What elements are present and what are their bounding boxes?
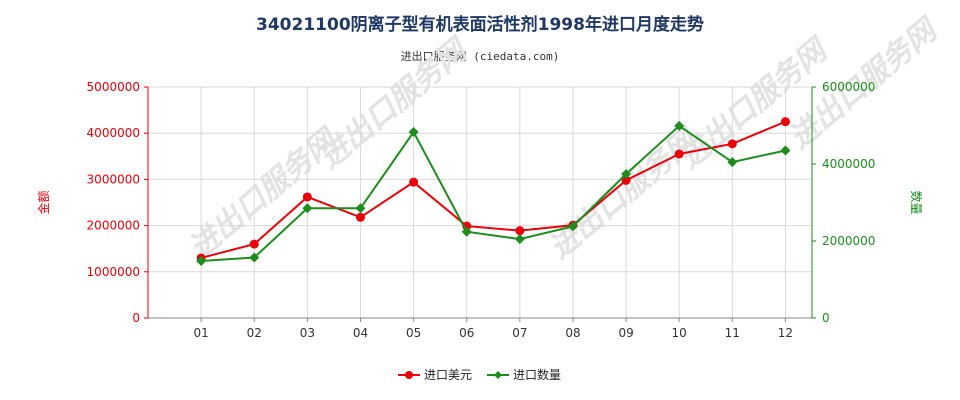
- y-tick-left-label-1: 1000000: [87, 265, 140, 279]
- series-0-point-3: [355, 212, 365, 222]
- series-line-1: [201, 124, 786, 263]
- grid: [148, 86, 812, 319]
- x-tick-label-4: 05: [406, 326, 421, 340]
- y-tick-right-label-1: 2000000: [822, 234, 875, 248]
- y-axis-left-title: 金额: [36, 190, 51, 214]
- x-tick-label-10: 11: [725, 326, 740, 340]
- series-0-point-11: [780, 117, 790, 127]
- x-tick-label-3: 04: [353, 326, 368, 340]
- series-0-point-1: [249, 239, 259, 249]
- x-tick-label-8: 09: [618, 326, 633, 340]
- y-tick-left-label-2: 2000000: [87, 219, 140, 233]
- series-0-point-4: [409, 177, 419, 187]
- watermark-2: 进出口服务网: [313, 31, 476, 176]
- series-1-point-10: [727, 157, 738, 168]
- series-1-point-2: [302, 203, 313, 214]
- series-1-point-8: [621, 169, 632, 180]
- y-tick-left-label-5: 5000000: [87, 80, 140, 94]
- y-tick-right-label-3: 6000000: [822, 80, 875, 94]
- series-1-point-3: [355, 203, 366, 214]
- x-tick-label-9: 10: [672, 326, 687, 340]
- legend-marker-1: [494, 371, 502, 379]
- x-tick-label-11: 12: [778, 326, 793, 340]
- series-0-point-8: [621, 175, 631, 185]
- series-1-point-11: [780, 145, 791, 156]
- legend-marker-0: [405, 371, 413, 379]
- x-tick-label-5: 06: [459, 326, 474, 340]
- series-0-point-6: [515, 226, 525, 236]
- x-tick-label-1: 02: [247, 326, 262, 340]
- series-0-point-9: [674, 149, 684, 159]
- chart-subtitle: 进出口服务网 (ciedata.com): [400, 50, 560, 63]
- series-1-point-9: [674, 120, 685, 131]
- x-tick-label-6: 07: [512, 326, 527, 340]
- series-1-point-6: [514, 234, 525, 245]
- series-0-point-10: [727, 139, 737, 149]
- chart-title: 34021100阴离子型有机表面活性剂1998年进口月度走势: [256, 15, 704, 35]
- series-line-0: [200, 120, 786, 259]
- series-1-point-0: [196, 256, 207, 267]
- x-tick-label-0: 01: [193, 326, 208, 340]
- axes: 010000002000000300000040000005000000金额02…: [36, 80, 924, 340]
- x-tick-label-7: 08: [565, 326, 580, 340]
- series-1-point-7: [567, 221, 578, 232]
- legend: 进口美元 进口数量: [398, 367, 561, 382]
- y-axis-right-title: 数量: [909, 190, 924, 214]
- series-1-point-1: [249, 252, 260, 263]
- series-1-point-4: [408, 127, 419, 138]
- series-layer: [196, 117, 791, 267]
- y-tick-left-label-4: 4000000: [87, 126, 140, 140]
- y-tick-right-label-2: 4000000: [822, 157, 875, 171]
- y-tick-right-label-0: 0: [822, 311, 830, 325]
- legend-label-0: 进口美元: [424, 368, 472, 382]
- x-tick-label-2: 03: [300, 326, 315, 340]
- y-tick-left-label-0: 0: [132, 311, 140, 325]
- series-0-point-2: [302, 192, 312, 202]
- y-tick-left-label-3: 3000000: [87, 172, 140, 186]
- series-1-point-5: [461, 226, 472, 237]
- legend-label-1: 进口数量: [513, 367, 561, 382]
